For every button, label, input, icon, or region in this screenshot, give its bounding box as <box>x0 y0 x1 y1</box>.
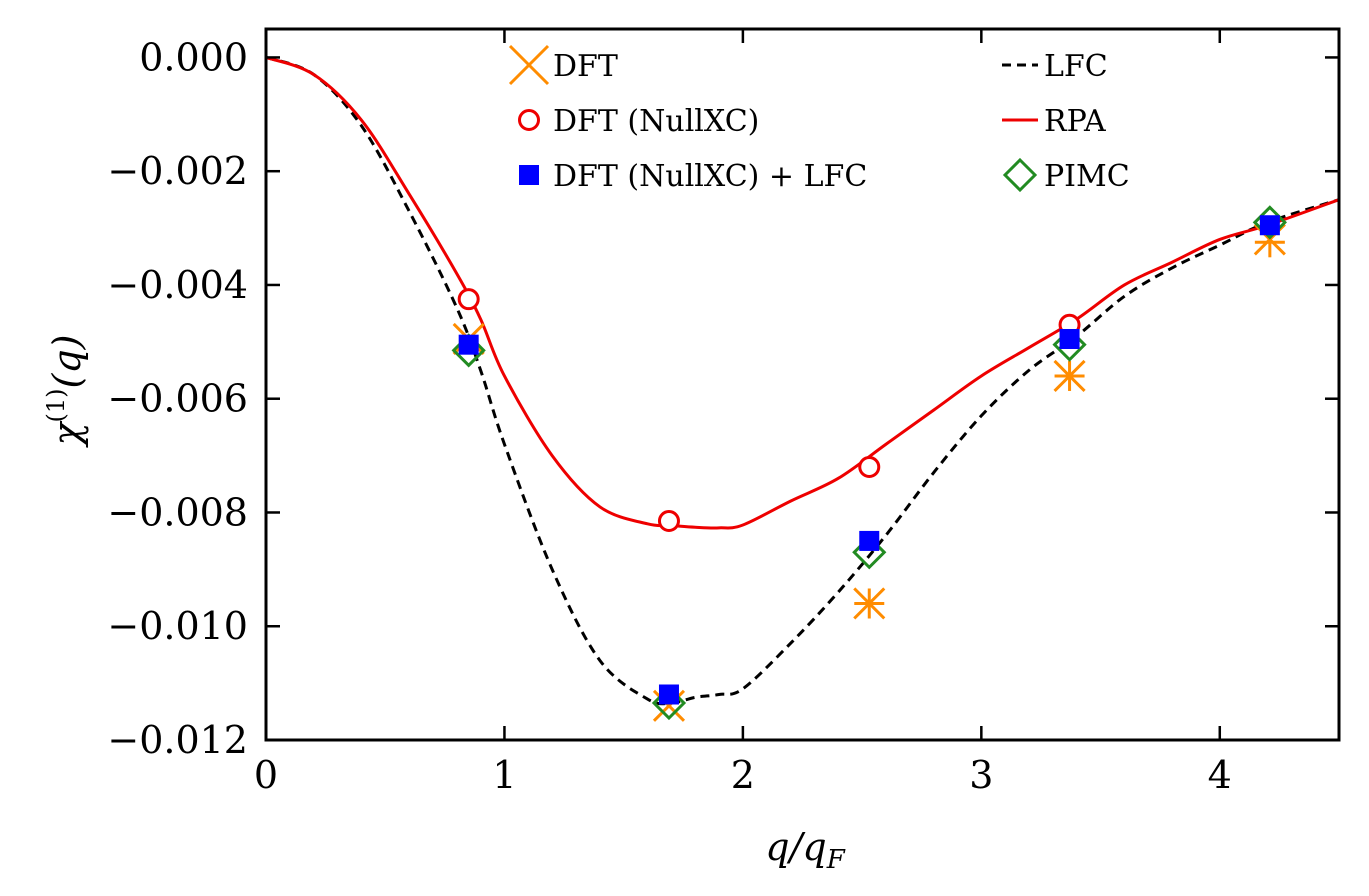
y-tick-label: −0.004 <box>107 263 248 307</box>
point-dft-nullxc <box>457 288 480 311</box>
legend-entry-lfc: LFC <box>1002 49 1108 84</box>
x-axis-label: q/qF <box>765 825 845 875</box>
legend-entry-rpa: RPA <box>1002 104 1106 139</box>
y-tick-label: −0.008 <box>107 490 248 534</box>
point-dft-nullxc <box>657 510 680 533</box>
point-dft-nullxc-lfc <box>458 334 479 355</box>
legend-label: DFT (NullXC) <box>553 104 759 139</box>
marker-layer <box>451 205 1287 722</box>
x-tick-label: 4 <box>1208 753 1232 797</box>
plot-frame <box>264 27 1341 742</box>
x-tick-label: 3 <box>969 753 993 797</box>
legend-label: DFT (NullXC) + LFC <box>553 159 867 194</box>
x-tick-label: 0 <box>254 753 278 797</box>
legend-label: PIMC <box>1044 159 1130 194</box>
point-dft-nullxc-lfc <box>859 530 880 551</box>
legend: DFT DFT (NullXC) DFT (NullXC) + LFC LFC RPA P… <box>508 44 1130 194</box>
point-dft-nullxc-lfc <box>658 684 679 705</box>
y-tick-label: −0.002 <box>107 149 248 193</box>
y-tick-label: −0.010 <box>107 604 248 648</box>
plot-area <box>266 56 1339 706</box>
legend-label: RPA <box>1044 104 1106 139</box>
legend-label: DFT <box>553 49 618 84</box>
point-dft-nullxc-lfc <box>1259 215 1280 236</box>
y-axis-label: χ(1)(q) <box>42 334 89 448</box>
series-line-lfc <box>266 56 1339 706</box>
y-tick-label: −0.006 <box>107 377 248 421</box>
axes: 0 1 2 3 4 0.000 −0.002 −0.004 −0.006 −0.008 −0.010… <box>107 27 1341 797</box>
x-tick-label: 2 <box>731 753 755 797</box>
point-dft-nullxc-lfc <box>1059 328 1080 349</box>
legend-entry-pimc: PIMC <box>1002 157 1130 194</box>
legend-entry-dft-nullxc-lfc: DFT (NullXC) + LFC <box>519 159 867 194</box>
legend-swatch <box>518 109 540 131</box>
series-line-rpa <box>266 56 1339 530</box>
point-dft-nullxc <box>858 455 881 478</box>
legend-entry-dft-nullxc: DFT (NullXC) <box>518 104 759 139</box>
point-dft-plus <box>1054 360 1085 391</box>
legend-swatch <box>1002 157 1038 193</box>
point-dft-plus <box>854 588 885 619</box>
legend-swatch <box>508 44 550 86</box>
x-tick-label: 1 <box>492 753 516 797</box>
y-tick-label: 0.000 <box>139 35 248 79</box>
legend-swatch <box>519 165 539 185</box>
legend-label: LFC <box>1044 49 1108 84</box>
y-tick-label: −0.012 <box>107 718 248 762</box>
legend-entry-dft: DFT <box>508 44 618 86</box>
